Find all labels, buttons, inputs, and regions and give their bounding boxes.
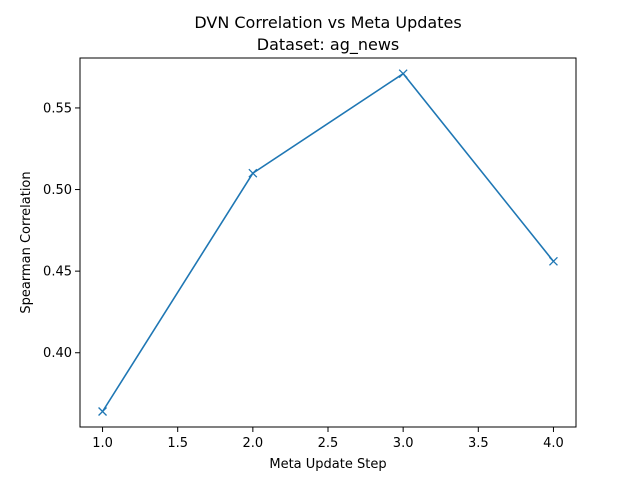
x-tick-label: 3.0	[393, 436, 414, 451]
x-tick-label: 4.0	[543, 436, 564, 451]
data-point-marker	[548, 256, 558, 266]
x-axis-label: Meta Update Step	[269, 457, 386, 472]
y-tick-label: 0.50	[43, 183, 72, 198]
chart-subtitle: Dataset: ag_news	[257, 35, 400, 55]
axis-ticks: 1.0 1.5 2.0 2.5 3.0 3.5 4.0 0.40 0.45 0.50 0.55	[43, 101, 564, 451]
x-tick-label: 2.0	[243, 436, 264, 451]
y-tick-label: 0.40	[43, 346, 72, 361]
data-point-marker	[398, 69, 408, 79]
x-tick-label: 1.0	[92, 436, 113, 451]
x-tick-label: 1.5	[167, 436, 188, 451]
plot-frame	[79, 57, 577, 428]
x-tick-label: 2.5	[318, 436, 339, 451]
data-point-marker	[98, 407, 108, 416]
chart-title: DVN Correlation vs Meta Updates	[194, 13, 461, 32]
data-point-marker	[248, 168, 258, 178]
series-line	[101, 72, 555, 412]
y-axis-label: Spearman Correlation	[19, 171, 34, 313]
y-tick-label: 0.45	[43, 265, 72, 280]
series-group	[98, 69, 558, 416]
y-tick-label: 0.55	[43, 101, 72, 116]
x-tick-label: 3.5	[468, 436, 489, 451]
